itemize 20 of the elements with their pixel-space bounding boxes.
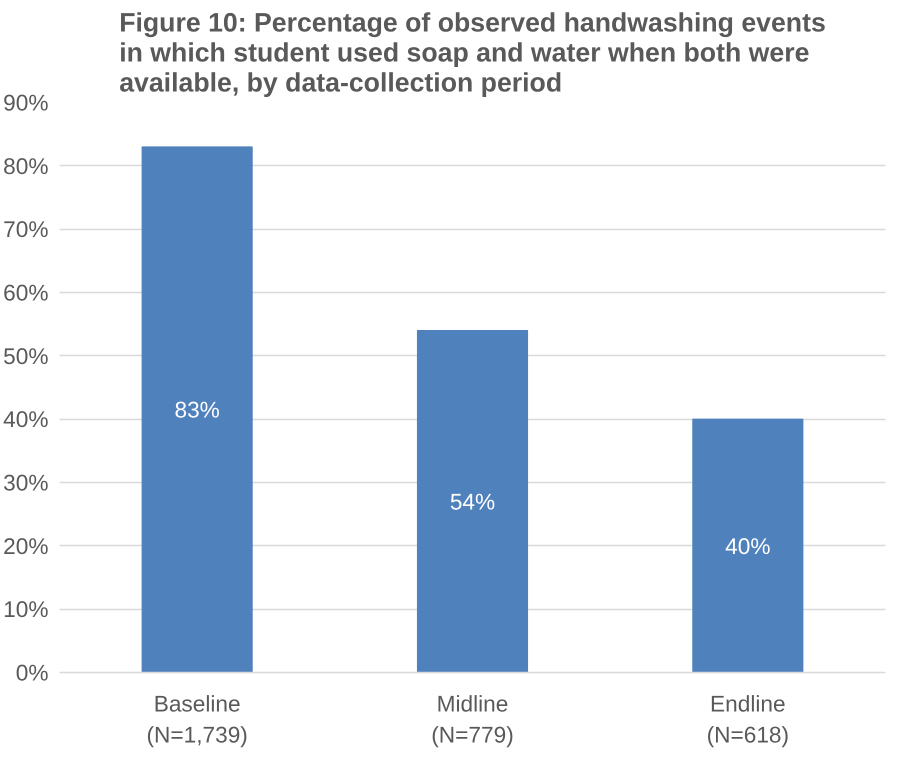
y-tick-label: 80%	[3, 152, 49, 179]
data-label: 54%	[450, 488, 496, 514]
x-tick-label: Baseline (N=1,739)	[146, 690, 248, 748]
y-tick-label: 70%	[3, 216, 49, 242]
data-label: 83%	[174, 396, 220, 423]
bar	[142, 146, 253, 672]
x-tick-label: Midline (N=779)	[431, 690, 514, 748]
y-tick-label: 30%	[3, 470, 49, 496]
chart-title: Figure 10: Percentage of observed handwashing events in which student used soap and water when both were available, by data-collection period	[119, 8, 826, 98]
y-tick-label: 60%	[3, 280, 49, 306]
y-tick-label: 50%	[3, 342, 49, 369]
bar	[416, 330, 528, 672]
bar	[692, 418, 804, 672]
y-tick-label: 90%	[3, 90, 49, 116]
y-tick-label: 20%	[3, 532, 49, 559]
x-tick-label: Endline (N=618)	[706, 690, 790, 748]
data-label: 40%	[725, 532, 771, 559]
y-tick-label: 10%	[3, 596, 49, 622]
y-tick-label: 0%	[16, 660, 49, 686]
y-tick-label: 40%	[3, 406, 49, 432]
